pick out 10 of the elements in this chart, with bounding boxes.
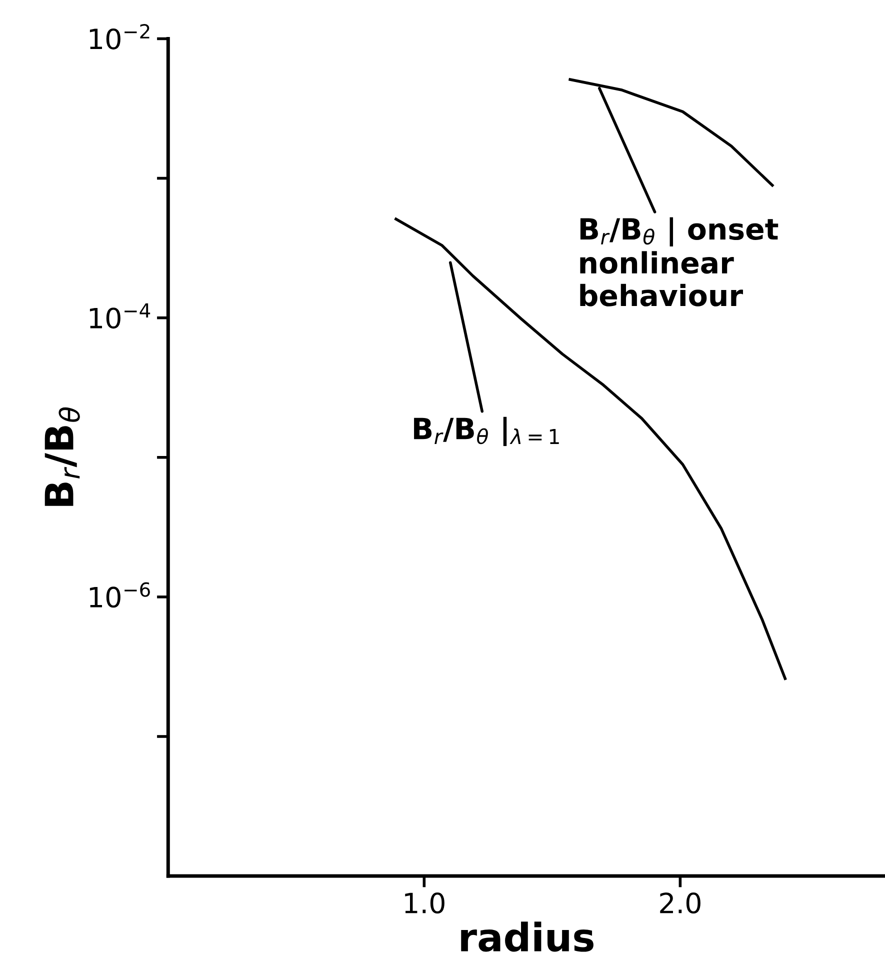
x-tick-label: 2.0 (660, 892, 700, 914)
annotation: B$_{r}$/B$_{θ}$ | onset nonlinear behaviour (580, 217, 778, 306)
x-tick-label: 1.0 (405, 892, 444, 914)
y-tick-label: 10$^{−4}$ (90, 303, 150, 329)
y-tick-label: 10$^{−2}$ (90, 24, 150, 50)
annotation: B$_{r}$/B$_{θ}$ |$_{λ=1}$ (414, 416, 559, 446)
x-axis-title: radius (461, 922, 594, 952)
y-tick-label: 10$^{−6}$ (90, 582, 150, 608)
y-axis-title: B$_{r}$/B$_{θ}$ (44, 407, 80, 506)
line-series (394, 218, 787, 680)
